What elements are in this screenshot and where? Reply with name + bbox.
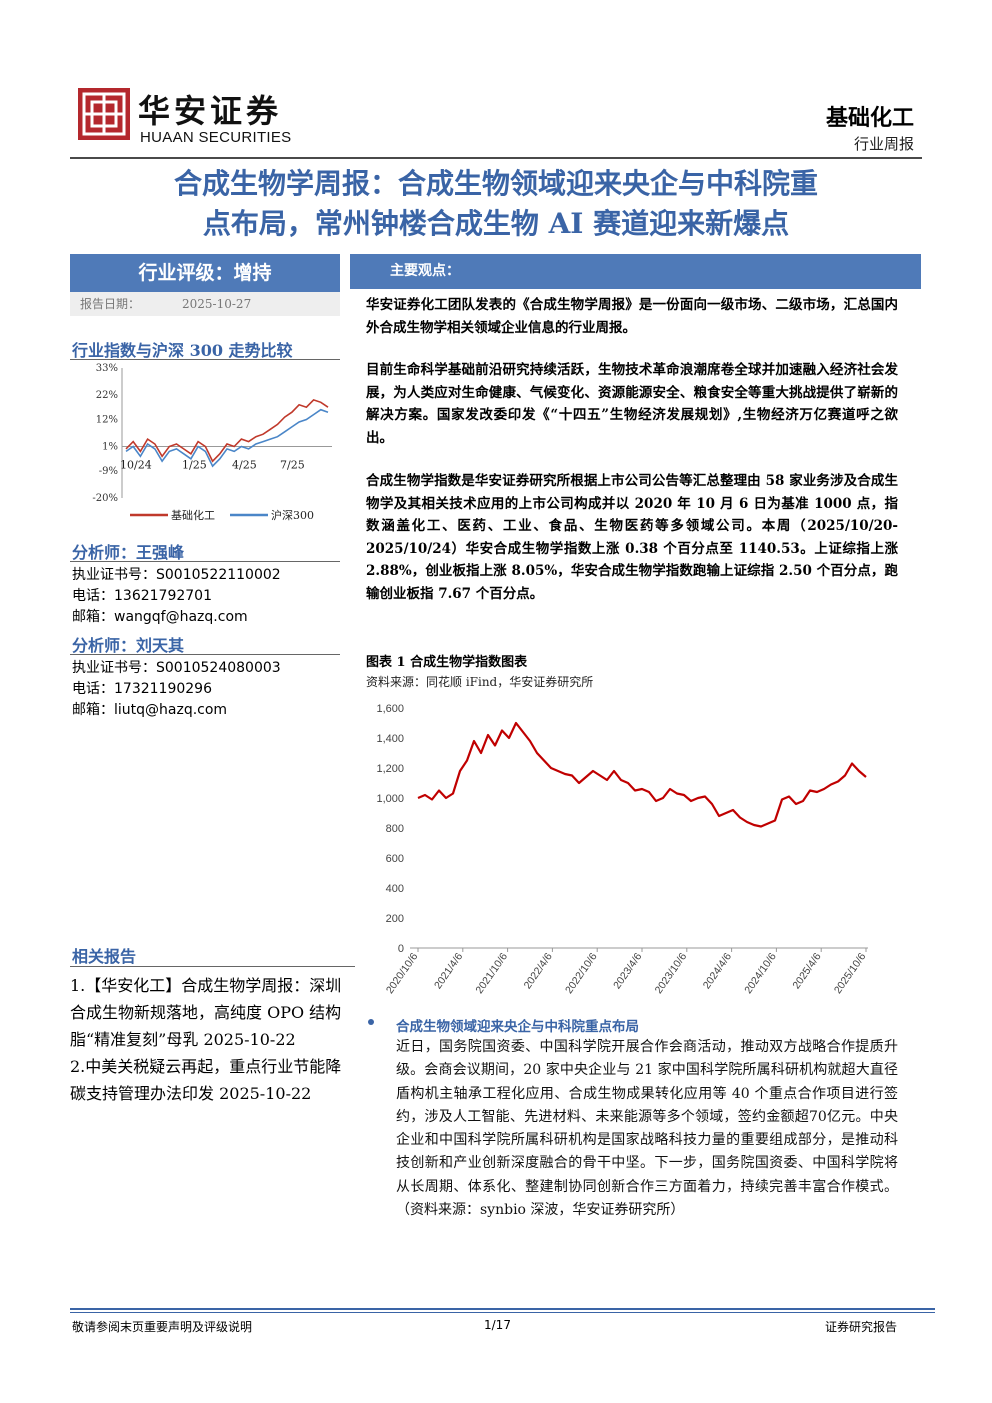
y-tick-label: 1,400 — [376, 733, 404, 745]
x-tick-label: 2024/4/6 — [701, 951, 734, 991]
industry-vs-hs300-chart: 33% 22% 12% 1% -9% -20% 10/24 1/25 4/25 7/25 基础化工 沪… — [92, 363, 332, 522]
divider — [70, 966, 355, 967]
index-heading: 行业指数与沪深 300 走势比较 — [72, 341, 293, 360]
y-tick-label: 1,000 — [376, 793, 404, 805]
report-date: 报告日期： 2025-10-27 — [70, 292, 340, 316]
x-tick-label: 2022/4/6 — [522, 951, 555, 991]
logo-text-cn: 华安证券 — [138, 92, 283, 130]
analyst-info-2: 执业证书号：S0010524080003 电话：17321190296 邮箱：l… — [72, 658, 281, 721]
y-tick-label: 0 — [398, 943, 404, 955]
logo-text-en: HUAAN SECURITIES — [140, 129, 292, 146]
footer-disclaimer: 敬请参阅末页重要声明及评级说明 — [72, 1320, 253, 1334]
footer-divider — [70, 1312, 935, 1313]
related-report-item[interactable]: 2.中美关税疑云再起，重点行业节能降碳支持管理办法印发 2025-10-22 — [70, 1057, 342, 1103]
report-title: 合成生物学周报：合成生物领域迎来央企与中科院重 点布局，常州钟楼合成生物 AI … — [70, 164, 922, 244]
y-tick-label: 200 — [386, 913, 404, 925]
y-tick-label: 1,200 — [376, 763, 404, 775]
related-reports: 1.【华安化工】合成生物学周报：深圳合成生物新规落地，高纯度 OPO 结构脂“精… — [70, 972, 355, 1107]
y-tick-label: 22% — [96, 390, 118, 401]
cert-number: S0010524080003 — [156, 660, 281, 676]
paragraph-background: 目前生命科学基础前沿研究持续活跃，生物技术革命浪潮席卷全球并加速融入经济社会发展… — [366, 362, 898, 446]
x-tick-label: 2021/10/6 — [473, 951, 510, 996]
y-tick-label: 600 — [386, 853, 404, 865]
date-value: 2025-10-27 — [182, 297, 252, 311]
x-tick-label: 10/24 — [120, 458, 152, 471]
cert-label: 执业证书号： — [72, 660, 156, 676]
analyst-heading-1: 分析师：王强峰 — [72, 543, 185, 562]
industry-name: 基础化工 — [825, 105, 914, 131]
bullet-icon — [368, 1019, 374, 1025]
x-tick-label: 7/25 — [280, 458, 305, 471]
phone-number: 13621792701 — [114, 588, 212, 604]
y-tick-label: 33% — [96, 363, 118, 374]
report-type: 行业周报 — [853, 135, 914, 153]
legend-label: 沪深300 — [271, 508, 314, 522]
news-body: 近日，国务院国资委、中国科学院开展合作会商活动，推动双方战略合作提质升级。会商会… — [396, 1039, 898, 1219]
y-tick-label: 800 — [386, 823, 404, 835]
x-tick-label: 2024/10/6 — [742, 951, 779, 996]
paragraph-intro: 华安证券化工团队发表的《合成生物学周报》是一份面向一级市场、二级市场，汇总国内外… — [366, 297, 898, 336]
y-tick-label: -9% — [99, 466, 118, 477]
figure-source: 资料来源：同花顺 iFind，华安证券研究所 — [366, 675, 594, 689]
analyst-heading-2: 分析师：刘天其 — [72, 636, 185, 655]
x-tick-label: 2025/10/6 — [832, 951, 869, 996]
series-line-2 — [125, 408, 329, 468]
email-label: 邮箱： — [72, 609, 114, 625]
footer-divider — [70, 1308, 935, 1310]
footer-label: 证券研究报告 — [824, 1320, 897, 1334]
title-line-2: 点布局，常州钟楼合成生物 AI 赛道迎来新爆点 — [202, 207, 790, 240]
analyst-info-1: 执业证书号：S0010522110002 电话：13621792701 邮箱：w… — [72, 565, 281, 628]
phone-number: 17321190296 — [114, 681, 212, 697]
industry-rating: 行业评级：增持 — [70, 254, 340, 292]
cert-label: 执业证书号： — [72, 567, 156, 583]
divider — [70, 654, 340, 655]
y-tick-label: 1% — [102, 441, 118, 452]
y-tick-label: -20% — [92, 493, 118, 504]
y-tick-label: 400 — [386, 883, 404, 895]
x-tick-label: 2021/4/6 — [432, 951, 465, 991]
email-address[interactable]: liutq@hazq.com — [114, 702, 228, 718]
paragraph-index: 合成生物学指数是华安证券研究所根据上市公司公告等汇总整理由 58 家业务涉及合成… — [366, 473, 898, 602]
cert-number: S0010522110002 — [156, 567, 281, 583]
email-address[interactable]: wangqf@hazq.com — [114, 609, 248, 625]
news-title: 合成生物领域迎来央企与中科院重点布局 — [396, 1019, 639, 1035]
index-series-line — [417, 721, 867, 828]
y-tick-label: 1,600 — [376, 703, 404, 715]
email-label: 邮箱： — [72, 702, 114, 718]
series-line-1 — [125, 398, 329, 463]
phone-label: 电话： — [72, 588, 114, 604]
x-tick-label: 2023/10/6 — [653, 951, 690, 996]
date-label: 报告日期： — [80, 297, 141, 311]
x-tick-label: 1/25 — [182, 458, 207, 471]
logo-mark — [78, 88, 130, 140]
page-number: 1/17 — [484, 1318, 511, 1332]
figure-title: 图表 1 合成生物学指数图表 — [366, 655, 528, 670]
header-divider — [70, 157, 922, 159]
divider — [70, 359, 340, 360]
phone-label: 电话： — [72, 681, 114, 697]
related-report-item[interactable]: 1.【华安化工】合成生物学周报：深圳合成生物新规落地，高纯度 OPO 结构脂“精… — [70, 976, 342, 1049]
x-tick-label: 2022/10/6 — [563, 951, 600, 996]
x-tick-label: 4/25 — [232, 458, 257, 471]
title-line-1: 合成生物学周报：合成生物领域迎来央企与中科院重 — [173, 167, 818, 200]
x-tick-label: 2020/10/6 — [384, 951, 421, 996]
synbio-index-chart: 0 200 400 600 800 1,000 1,200 1,400 1,600 2020/10… — [376, 703, 869, 996]
related-heading: 相关报告 — [72, 947, 137, 966]
y-tick-label: 12% — [96, 415, 118, 426]
divider — [70, 561, 340, 562]
x-tick-label: 2025/4/6 — [790, 951, 823, 991]
main-views-heading: 主要观点： — [350, 254, 921, 289]
legend-label: 基础化工 — [171, 508, 215, 522]
x-tick-label: 2023/4/6 — [611, 951, 644, 991]
